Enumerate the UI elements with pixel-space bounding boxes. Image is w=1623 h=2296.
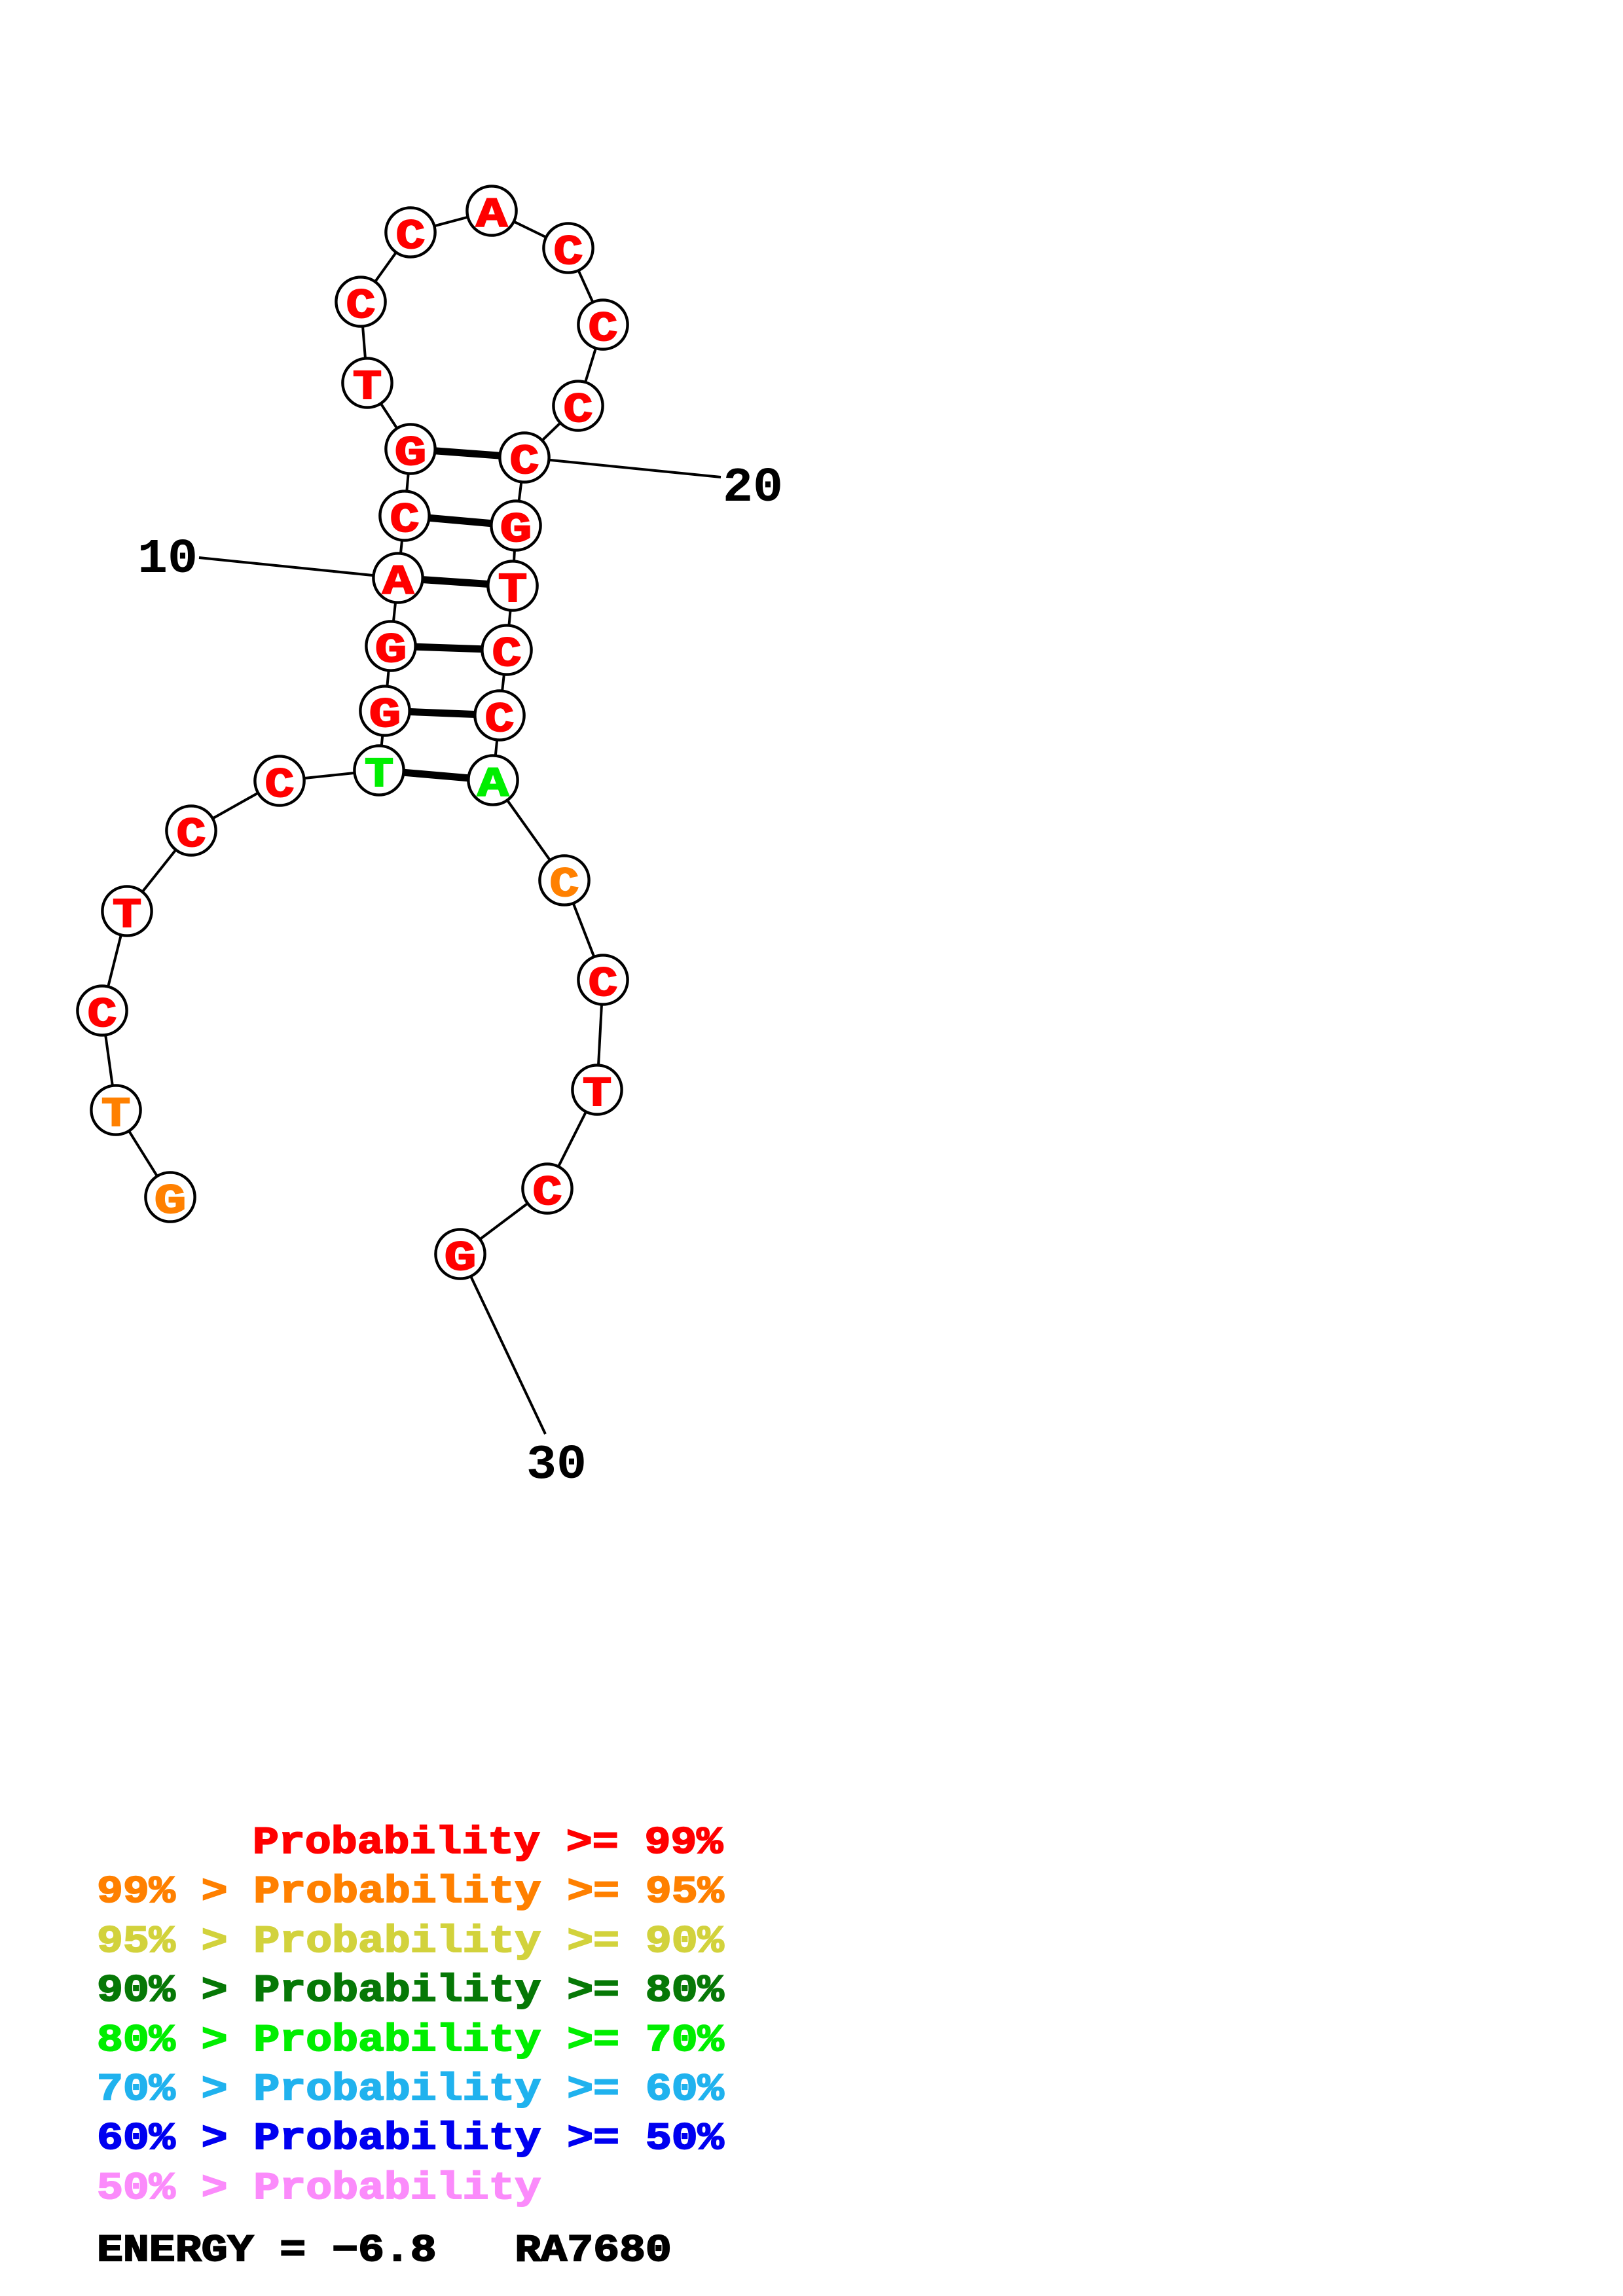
svg-text:C: C bbox=[485, 696, 515, 744]
svg-text:C: C bbox=[492, 631, 522, 679]
svg-text:C: C bbox=[554, 229, 583, 277]
svg-text:10: 10 bbox=[137, 532, 198, 587]
svg-text:90% > Probability >= 80%: 90% > Probability >= 80% bbox=[97, 1970, 724, 2013]
svg-text:C: C bbox=[88, 992, 117, 1039]
svg-text:C: C bbox=[265, 762, 295, 810]
svg-text:C: C bbox=[346, 283, 376, 331]
svg-text:G: G bbox=[445, 1235, 477, 1283]
svg-text:G: G bbox=[369, 692, 401, 740]
svg-text:60% > Probability >= 50%: 60% > Probability >= 50% bbox=[97, 2118, 724, 2161]
svg-text:G: G bbox=[500, 507, 532, 554]
svg-text:C: C bbox=[589, 306, 618, 353]
svg-text:A: A bbox=[382, 559, 414, 606]
svg-text:C: C bbox=[533, 1170, 562, 1217]
svg-text:C: C bbox=[177, 812, 206, 859]
svg-text:C: C bbox=[550, 861, 579, 909]
svg-text:T: T bbox=[365, 751, 394, 798]
svg-text:99% > Probability >= 95%: 99% > Probability >= 95% bbox=[97, 1871, 724, 1914]
svg-text:G: G bbox=[375, 627, 407, 675]
svg-text:Probability >= 99%: Probability >= 99% bbox=[253, 1822, 723, 1865]
svg-text:30: 30 bbox=[526, 1438, 587, 1493]
svg-text:A: A bbox=[477, 761, 509, 808]
svg-text:C: C bbox=[564, 387, 593, 435]
svg-text:T: T bbox=[498, 566, 528, 614]
svg-text:95% > Probability >= 90%: 95% > Probability >= 90% bbox=[97, 1921, 724, 1964]
svg-text:T: T bbox=[113, 891, 142, 939]
svg-text:A: A bbox=[476, 192, 508, 239]
svg-text:50% > Probability: 50% > Probability bbox=[97, 2168, 541, 2210]
svg-text:70% > Probability >= 60%: 70% > Probability >= 60% bbox=[97, 2069, 724, 2111]
svg-text:G: G bbox=[155, 1178, 187, 1226]
svg-text:80% > Probability >= 70%: 80% > Probability >= 70% bbox=[97, 2020, 724, 2062]
svg-text:T: T bbox=[353, 363, 382, 411]
svg-text:T: T bbox=[101, 1090, 131, 1138]
svg-text:C: C bbox=[510, 439, 539, 486]
svg-text:C: C bbox=[396, 213, 426, 261]
svg-text:C: C bbox=[589, 961, 618, 1009]
svg-text:G: G bbox=[395, 430, 427, 478]
svg-text:20: 20 bbox=[723, 461, 783, 516]
svg-text:C: C bbox=[390, 497, 420, 545]
svg-text:T: T bbox=[583, 1070, 612, 1118]
svg-text:ENERGY = −6.8 RA7680: ENERGY = −6.8 RA7680 bbox=[97, 2230, 672, 2272]
